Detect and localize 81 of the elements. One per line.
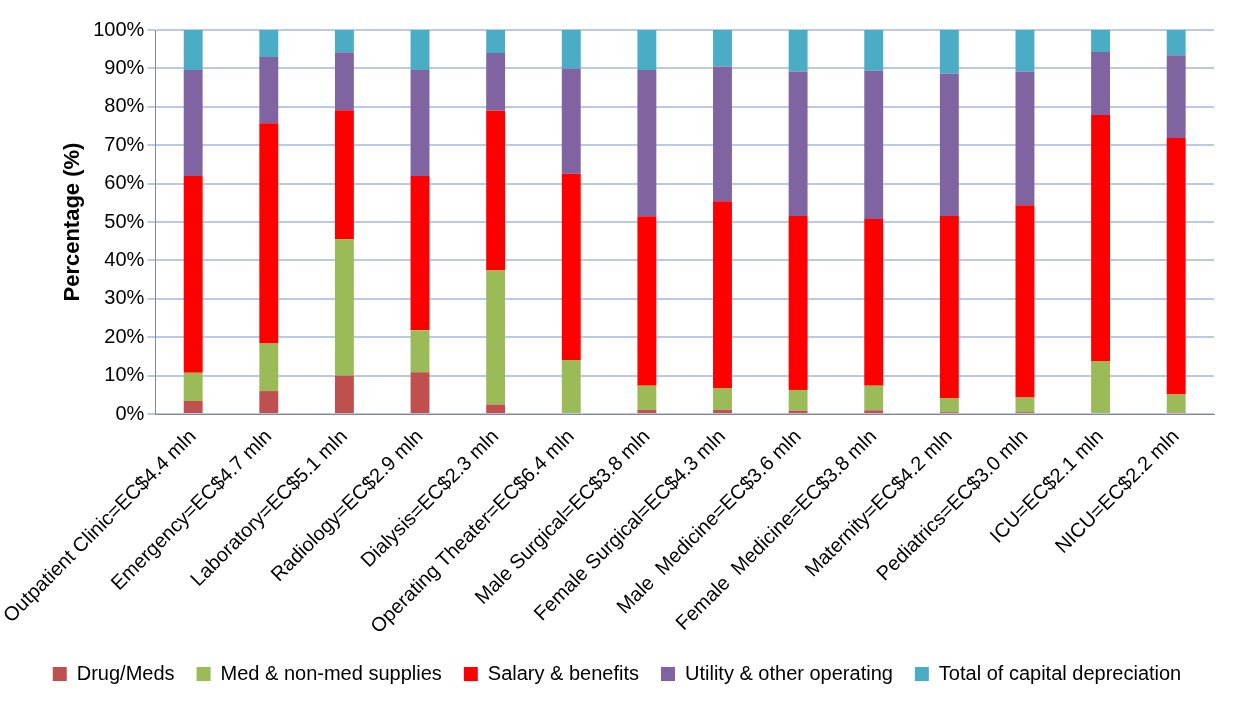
bar [183,30,203,70]
bar [864,410,884,414]
bar [410,30,430,70]
bar [637,30,657,70]
bar [486,110,506,271]
bar [637,69,657,217]
bar [637,409,657,414]
bar [939,215,959,398]
bar [410,330,430,373]
bar [486,53,506,111]
bar [788,389,808,411]
bar [561,173,581,360]
bar [410,69,430,176]
bar [486,270,506,405]
bar [1015,397,1035,413]
bar [788,30,808,72]
bar [1166,30,1186,56]
y-tick-label: 10% [104,363,145,386]
legend-label: Utility & other operating [684,661,893,684]
bar [864,218,884,386]
bar [1166,137,1186,395]
bar [864,385,884,411]
y-tick-label: 100% [93,17,145,40]
legend-label: Salary & benefits [487,661,639,684]
y-tick-label: 30% [104,286,145,309]
bar [259,30,279,57]
bar [183,372,203,402]
bar [259,56,279,124]
bar [864,70,884,219]
bar [1166,55,1186,138]
y-tick-label: 80% [104,94,145,117]
bar [1091,30,1111,52]
bar [410,372,430,414]
bar [334,52,354,111]
bar [183,401,203,414]
bar [334,30,354,53]
y-tick-label: 0% [115,401,145,424]
bar [334,375,354,414]
bar [939,30,959,74]
bar [637,385,657,410]
bar [183,69,203,176]
bar [259,391,279,414]
bar [259,123,279,344]
bar [486,404,506,414]
bar [713,409,732,414]
bar [788,215,808,390]
bar [713,201,732,389]
bar [334,110,354,240]
y-tick-label: 90% [104,55,145,78]
bar [561,359,581,414]
bar [183,175,203,373]
bar [561,30,581,69]
y-tick-label: 50% [104,209,145,232]
y-axis-title: Percentage (%) [59,142,85,302]
bar [1015,205,1035,398]
legend-label: Med & non-med supplies [220,661,442,684]
bar [334,239,354,376]
bar [561,68,581,174]
bar [1015,30,1035,72]
y-tick-label: 40% [104,247,145,270]
bar [713,66,732,202]
bar [788,71,808,216]
legend-label: Drug/Meds [76,661,175,684]
bar [1166,394,1186,413]
bar [864,30,884,71]
bar [939,397,959,413]
legend-label: Total of capital depreciation [938,661,1182,684]
y-tick-label: 70% [104,132,145,155]
bar [1091,114,1111,362]
bar [486,30,506,54]
bar [637,216,657,386]
y-tick-label: 20% [104,324,145,347]
bar [259,343,279,392]
bar [713,388,732,410]
bar [939,73,959,216]
bar [713,30,732,67]
bar [1091,51,1111,115]
bar [410,175,430,331]
bar [1015,71,1035,206]
y-tick-label: 60% [104,171,145,194]
bar [1091,361,1111,414]
